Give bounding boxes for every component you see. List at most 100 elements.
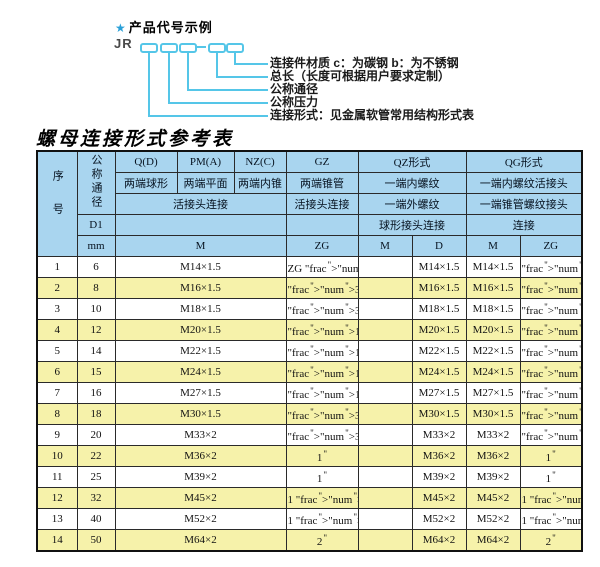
table-cell: "frac">"num">1"den">4" xyxy=(519,256,583,278)
table-row: 11 25 M39×2 1" M39×2 M39×2 1" xyxy=(36,466,583,488)
header-qz-m: M xyxy=(357,235,413,257)
table-cell: 8 xyxy=(76,277,116,299)
table-row: 28M16×1.5"frac">"num">3"den">8"M16×1.5M1… xyxy=(36,277,583,299)
star-icon: ★ xyxy=(115,21,127,35)
table-cell xyxy=(357,403,413,425)
table-cell: 14 xyxy=(36,529,78,552)
table-cell: 1" xyxy=(285,466,359,488)
header-col-qg: QG形式 xyxy=(465,150,583,173)
table-cell: 13 xyxy=(36,508,78,530)
table-cell: M20×1.5 xyxy=(465,319,521,341)
table-cell: "frac">"num">1"den">2" xyxy=(285,340,359,362)
table-cell: 1" xyxy=(285,445,359,467)
table-cell: M16×1.5 xyxy=(465,277,521,299)
header-serial: 序号 xyxy=(36,150,78,257)
table-cell xyxy=(357,256,413,278)
table-cell: M64×2 xyxy=(114,529,287,552)
table-cell xyxy=(357,298,413,320)
table-cell: 15 xyxy=(76,361,116,383)
table-cell xyxy=(357,445,413,467)
table-cell: 6 xyxy=(76,256,116,278)
table-cell: M39×2 xyxy=(411,466,467,488)
table-row: 10 22 M36×2 1" M36×2 M36×2 1" xyxy=(36,445,583,467)
table-row: 310M18×1.5"frac">"num">3"den">8"M18×1.5M… xyxy=(36,298,583,320)
table-cell: 14 xyxy=(76,340,116,362)
table-cell: M36×2 xyxy=(465,445,521,467)
table-cell: "frac">"num">1"den">2" xyxy=(285,319,359,341)
table-cell: 20 xyxy=(76,424,116,446)
table-row: 716M27×1.5"frac">"num">1"den">2"M27×1.5M… xyxy=(36,382,583,404)
table-cell: M14×1.5 xyxy=(465,256,521,278)
table-cell: M27×1.5 xyxy=(465,382,521,404)
table-cell: M27×1.5 xyxy=(114,382,287,404)
table-cell: 5 xyxy=(36,340,78,362)
table-cell: M52×2 xyxy=(411,508,467,530)
header-col-qz: QZ形式 xyxy=(357,150,467,173)
header-nominal-diameter: 公称通径 xyxy=(76,150,116,215)
table-cell: 1 "frac">"num">1"den">2" xyxy=(519,508,583,530)
table-cell: M36×2 xyxy=(411,445,467,467)
table-cell: M39×2 xyxy=(465,466,521,488)
table-cell: M22×1.5 xyxy=(411,340,467,362)
header-qg-desc1: 一端内螺纹活接头 xyxy=(465,172,583,194)
table-cell: "frac">"num">3"den">4" xyxy=(285,403,359,425)
header-nz-desc: 两端内锥 xyxy=(233,172,287,194)
reference-table-wrap: 序号 公称通径 Q(D) PM(A) NZ(C) GZ QZ形式 QG形式 两端… xyxy=(36,150,584,552)
table-cell: 25 xyxy=(76,466,116,488)
table-cell: 8 xyxy=(36,403,78,425)
callout-label-nominal-diameter: 公称通径 xyxy=(270,82,319,96)
table-cell: 40 xyxy=(76,508,116,530)
table-cell: M24×1.5 xyxy=(114,361,287,383)
table-cell: M30×1.5 xyxy=(114,403,287,425)
table-cell: 7 xyxy=(36,382,78,404)
table-cell: M52×2 xyxy=(114,508,287,530)
table-cell: 1" xyxy=(519,466,583,488)
header-blank-left xyxy=(114,214,287,236)
table-cell: "frac">"num">3"den">8" xyxy=(285,277,359,299)
table-cell: M18×1.5 xyxy=(465,298,521,320)
callout-line-nominal-diameter xyxy=(187,51,268,91)
header-qz-desc1: 一端内螺纹 xyxy=(357,172,467,194)
table-cell xyxy=(357,319,413,341)
table-cell: 10 xyxy=(36,445,78,467)
header-qz-connection: 球形接头连接 xyxy=(357,214,467,236)
table-cell: "frac">"num">1"den">2" xyxy=(519,319,583,341)
table-cell: M22×1.5 xyxy=(114,340,287,362)
table-cell: M30×1.5 xyxy=(465,403,521,425)
table-cell xyxy=(357,529,413,552)
header-d1: D1 xyxy=(76,214,116,236)
table-row: 920M33×2"frac">"num">3"den">4"M33×2M33×2… xyxy=(36,424,583,446)
table-cell: 2 xyxy=(36,277,78,299)
table-cell: 9 xyxy=(36,424,78,446)
callout-line-nominal-pressure xyxy=(168,51,268,104)
code-prefix: JR xyxy=(114,36,133,51)
table-cell: M33×2 xyxy=(411,424,467,446)
table-cell: 18 xyxy=(76,403,116,425)
table-cell: M27×1.5 xyxy=(411,382,467,404)
table-cell: M33×2 xyxy=(114,424,287,446)
header-col-nz: NZ(C) xyxy=(233,150,287,173)
header-col-qd: Q(D) xyxy=(114,150,178,173)
table-cell xyxy=(357,487,413,509)
table-cell: 2" xyxy=(285,529,359,552)
table-cell: 32 xyxy=(76,487,116,509)
table-row: 514M22×1.5"frac">"num">1"den">2"M22×1.5M… xyxy=(36,340,583,362)
header-col-gz: GZ xyxy=(285,150,359,173)
table-cell: 1 "frac">"num">1"den">4" xyxy=(519,487,583,509)
table-row: 818M30×1.5"frac">"num">3"den">4"M30×1.5M… xyxy=(36,403,583,425)
diagram-title: ★ 产品代号示例 xyxy=(115,17,213,36)
table-cell: M45×2 xyxy=(114,487,287,509)
table-cell: 12 xyxy=(76,319,116,341)
table-cell: "frac">"num">3"den">8" xyxy=(519,298,583,320)
table-cell: 4 xyxy=(36,319,78,341)
table-cell xyxy=(357,277,413,299)
table-cell: "frac">"num">1"den">2" xyxy=(519,361,583,383)
table-cell: 6 xyxy=(36,361,78,383)
table-cell: M33×2 xyxy=(465,424,521,446)
table-cell: M30×1.5 xyxy=(411,403,467,425)
table-cell xyxy=(357,466,413,488)
table-cell: M45×2 xyxy=(465,487,521,509)
